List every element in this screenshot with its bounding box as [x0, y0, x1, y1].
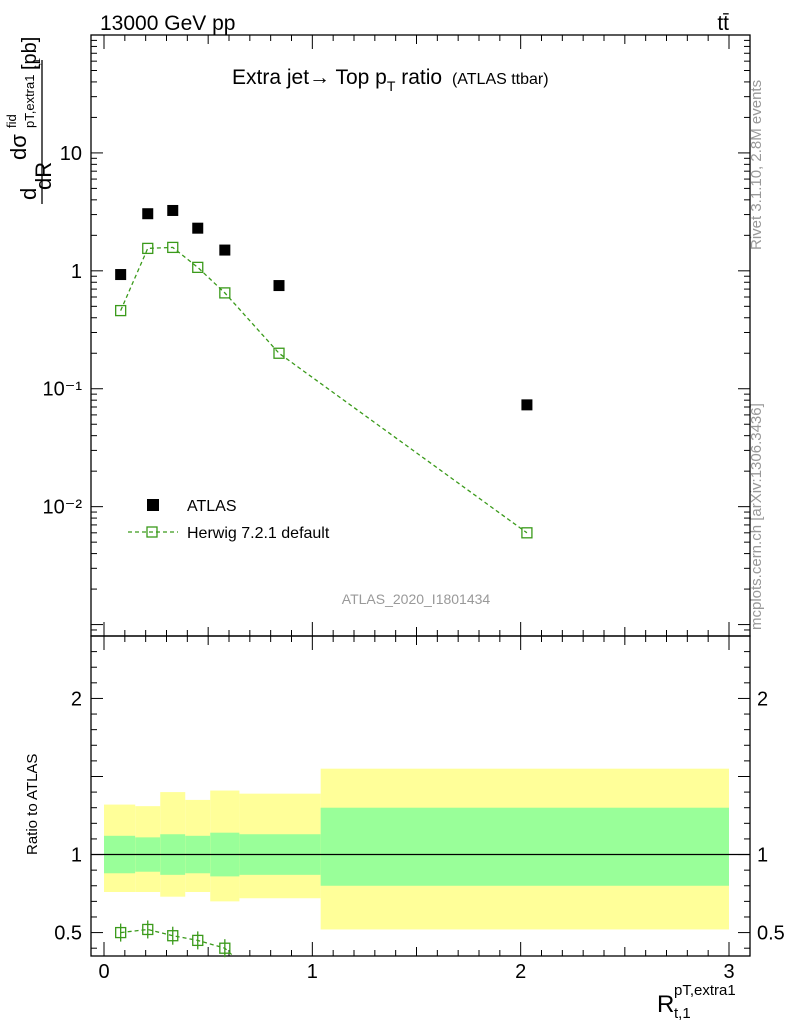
- ratio-marks: [115, 920, 234, 958]
- mc-line: [120, 246, 528, 534]
- ratio-y-tick-label: 1: [71, 845, 82, 867]
- ratio-mc-point: [167, 930, 179, 942]
- mcplots-label: mcplots.cern.ch [arXiv:1306.3436]: [748, 403, 765, 630]
- legend: ATLAS Herwig 7.2.1 default: [128, 498, 330, 542]
- mc-point: [219, 287, 231, 299]
- xlabel-sub: t,1: [674, 1005, 691, 1022]
- data-point: [521, 399, 533, 411]
- x-tick-label: 0: [98, 961, 109, 983]
- y-tick-label: 10⁻¹: [43, 379, 83, 401]
- data-point: [192, 222, 204, 234]
- ratio-ylabel: Ratio to ATLAS: [24, 754, 41, 855]
- ratio-plot-frame: [90, 635, 751, 957]
- ylabel-d: d: [16, 188, 41, 200]
- ratio-y-tick-label-right: 2: [757, 688, 768, 710]
- ylabel-dsigma: dσ: [6, 134, 31, 160]
- mc-point: [273, 347, 285, 359]
- ratio-y-tick-label: 0.5: [54, 923, 82, 945]
- analysis-watermark: ATLAS_2020_I1801434: [342, 591, 491, 607]
- xlabel-sup: pT,extra1: [674, 982, 736, 999]
- x-tick-label: 1: [307, 961, 318, 983]
- main-marks: [115, 204, 533, 539]
- ylabel-dR: dR: [31, 162, 56, 190]
- x-ticks: 0 1 2 3: [98, 35, 735, 983]
- ratio-y-tick-label-right: 1: [757, 845, 768, 867]
- xlabel-main: R: [657, 991, 674, 1018]
- plot-title-main: Extra jet→ Top p: [232, 66, 387, 89]
- y-tick-label: 10⁻²: [43, 497, 83, 519]
- plot-title-small: (ATLAS ttbar): [452, 71, 549, 88]
- plot-title-sub: T: [387, 78, 396, 94]
- ratio-bands: [104, 768, 729, 930]
- data-point: [167, 204, 179, 216]
- header-right: tt̄: [717, 12, 729, 35]
- ratio-mc-point: [219, 942, 231, 954]
- data-point: [115, 269, 127, 281]
- mc-point: [115, 304, 127, 317]
- plot-title: Extra jet→ Top pT ratio (ATLAS ttbar): [232, 66, 549, 94]
- main-ylabel: d dσ fid pT,extra1 t,1 dR [pb]: [4, 37, 56, 204]
- main-ticks: 10⁻² 10⁻¹ 1 10: [43, 34, 750, 637]
- y-tick-label: 1: [71, 261, 82, 283]
- ratio-mc-point: [192, 934, 204, 947]
- ylabel-sub: pT,extra1: [22, 75, 37, 128]
- legend-data-label: ATLAS: [187, 498, 237, 515]
- main-plot-frame: [90, 34, 751, 637]
- x-tick-label: 2: [515, 961, 526, 983]
- ratio-y-tick-label: 2: [71, 688, 82, 710]
- x-tick-label: 3: [723, 961, 734, 983]
- mc-point: [521, 527, 533, 539]
- y-tick-label: 10: [60, 143, 82, 165]
- legend-mc-marker: [146, 526, 158, 538]
- mc-point: [142, 242, 154, 255]
- data-point: [142, 208, 154, 220]
- legend-data-marker: [147, 499, 159, 511]
- ratio-mc-point: [115, 926, 127, 939]
- data-point: [273, 280, 285, 292]
- ratio-ticks: 0.5 0.5 1 1 2 2: [54, 635, 785, 949]
- mc-point: [167, 241, 179, 254]
- mc-point: [192, 261, 204, 274]
- legend-mc-label: Herwig 7.2.1 default: [187, 525, 330, 542]
- ratio-y-tick-label-right: 0.5: [757, 923, 785, 945]
- xlabel: R pT,extra1 t,1: [657, 982, 736, 1022]
- header-left: 13000 GeV pp: [100, 12, 235, 35]
- plot-title-tail: ratio: [395, 66, 442, 89]
- ylabel-fid: fid: [4, 114, 19, 128]
- ratio-mc-point: [142, 923, 154, 936]
- ylabel-unit: [pb]: [19, 37, 41, 70]
- rivet-label: Rivet 3.1.10, 2.8M events: [748, 80, 765, 250]
- data-point: [219, 244, 231, 256]
- ratio-band-inner: [320, 807, 729, 886]
- ylabel-sub2: t,1: [32, 58, 42, 68]
